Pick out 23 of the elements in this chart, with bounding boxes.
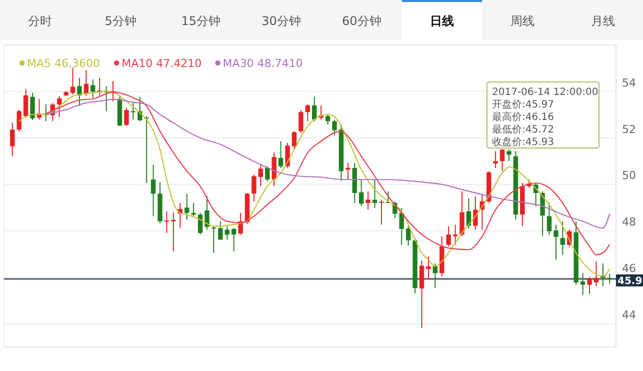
legend-label: MA10 47.4210	[122, 57, 202, 70]
annotation: 开盘价:45.97	[492, 98, 554, 110]
legend-label: MA5 46.3600	[27, 57, 100, 70]
text: 5分钟	[104, 14, 136, 28]
y-tick-label: 46	[622, 262, 636, 276]
annotation: 收盘价:45.93	[492, 136, 554, 148]
legend-label: MA30 48.7410	[222, 57, 303, 70]
text: 日线	[430, 14, 454, 28]
text: 周线	[510, 14, 534, 28]
y-tick-label: 52	[622, 122, 636, 136]
y-tick-label: 54	[622, 76, 636, 90]
ref-line-label: 45.9	[618, 276, 642, 287]
text: 60分钟	[342, 14, 382, 28]
annotation: 最低价:45.72	[492, 124, 554, 136]
text: 分时	[28, 14, 52, 28]
y-tick-label: 48	[622, 216, 636, 229]
y-tick-label: 50	[622, 169, 636, 182]
annotation: 最高价:46.16	[492, 111, 554, 123]
text: 30分钟	[262, 14, 301, 28]
text: 月线	[590, 14, 615, 28]
text: 15分钟	[181, 14, 221, 28]
annotation: 2017-06-14 12:00:00	[492, 87, 598, 98]
y-tick-label: 44	[622, 308, 636, 322]
